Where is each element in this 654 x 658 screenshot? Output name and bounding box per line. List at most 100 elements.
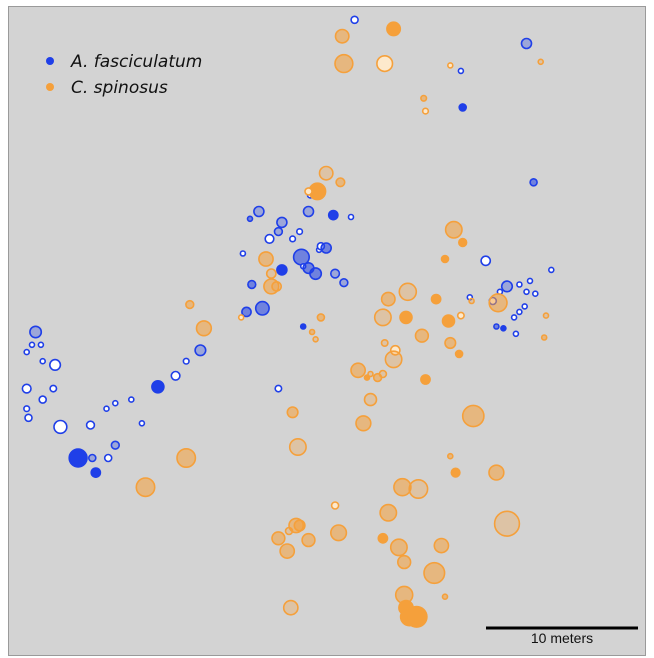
point-c-spinosus [433,537,450,554]
point-a-fasciculatum [38,395,48,404]
point-c-spinosus [399,310,413,325]
point-c-spinosus [271,531,286,546]
point-c-spinosus [363,392,378,407]
point-c-spinosus [318,165,334,181]
point-c-spinosus [454,349,464,359]
point-c-spinosus [414,328,430,343]
point-c-spinosus [195,320,213,337]
point-a-fasciculatum [88,453,97,463]
point-c-spinosus [330,524,348,542]
point-a-fasciculatum [24,413,33,423]
point-c-spinosus [271,280,282,292]
point-c-spinosus [430,293,442,305]
point-a-fasciculatum [327,209,339,221]
legend-label-c-spinosus: C. spinosus [71,78,168,98]
point-c-spinosus [444,220,463,239]
point-a-fasciculatum [151,379,165,394]
point-a-fasciculatum [299,323,307,330]
point-a-fasciculatum [521,303,529,310]
point-a-fasciculatum [273,226,284,237]
point-c-spinosus [355,415,372,432]
point-c-spinosus [397,554,412,570]
point-c-spinosus [380,291,396,307]
point-a-fasciculatum [480,255,492,267]
point-a-fasciculatum [37,341,45,349]
point-a-fasciculatum [253,205,265,218]
point-a-fasciculatum [39,357,47,365]
legend-marker-c-spinosus [46,83,54,91]
point-a-fasciculatum [85,420,96,430]
point-c-spinosus [282,599,299,616]
legend: A. fasciculatum C. spinosus [46,52,202,98]
point-a-fasciculatum [276,264,288,276]
point-c-spinosus [330,501,340,510]
point-c-spinosus [376,54,394,73]
point-c-spinosus [458,237,468,248]
point-c-spinosus [308,328,316,336]
point-c-spinosus [389,538,408,557]
point-a-fasciculatum [320,242,333,254]
point-c-spinosus [488,464,505,481]
point-c-spinosus [293,519,306,532]
point-c-spinosus [367,370,374,378]
points-layer [21,15,555,628]
point-a-fasciculatum [182,357,190,365]
point-c-spinosus [135,477,156,498]
point-a-fasciculatum [247,279,257,290]
point-c-spinosus [493,510,521,537]
point-a-fasciculatum [23,405,31,413]
point-a-fasciculatum [48,358,62,372]
point-c-spinosus [446,452,454,460]
point-c-spinosus [405,605,428,628]
point-a-fasciculatum [330,268,341,279]
point-a-fasciculatum [264,233,275,244]
point-c-spinosus [461,404,485,428]
point-c-spinosus [542,312,550,319]
point-c-spinosus [468,297,475,305]
point-c-spinosus [423,561,446,585]
point-a-fasciculatum [276,216,288,229]
point-a-fasciculatum [90,467,102,478]
series-c-spinosus [135,21,550,628]
point-a-fasciculatum [289,235,297,243]
point-c-spinosus [379,503,398,522]
point-a-fasciculatum [458,103,468,112]
point-a-fasciculatum [309,267,323,281]
point-a-fasciculatum [512,330,520,338]
point-a-fasciculatum [110,440,121,450]
point-c-spinosus [384,350,403,369]
point-c-spinosus [377,532,389,544]
point-a-fasciculatum [68,448,88,468]
point-a-fasciculatum [531,290,539,298]
point-a-fasciculatum [29,325,43,339]
point-c-spinosus [450,467,461,478]
point-c-spinosus [372,372,383,383]
point-c-spinosus [185,299,195,310]
point-c-spinosus [420,94,428,102]
point-a-fasciculatum [529,178,538,187]
point-a-fasciculatum [28,341,36,349]
point-a-fasciculatum [194,344,207,357]
point-a-fasciculatum [296,228,304,236]
point-c-spinosus [446,62,454,69]
point-a-fasciculatum [523,288,530,296]
point-c-spinosus [304,187,313,196]
point-a-fasciculatum [510,314,518,321]
point-a-fasciculatum [170,370,181,381]
point-c-spinosus [380,338,389,347]
point-c-spinosus [441,593,449,601]
point-a-fasciculatum [457,67,465,75]
point-c-spinosus [258,251,274,267]
point-a-fasciculatum [241,306,252,318]
series-a-fasciculatum [21,15,555,478]
point-a-fasciculatum [500,280,514,293]
point-c-spinosus [444,336,457,350]
legend-label-a-fasciculatum: A. fasciculatum [70,52,202,72]
point-c-spinosus [456,311,465,320]
point-c-spinosus [393,477,412,497]
point-c-spinosus [488,293,508,313]
scale-bar-label: 10 meters [531,630,593,646]
point-c-spinosus [440,254,450,264]
point-c-spinosus [286,406,299,419]
point-a-fasciculatum [274,384,283,393]
